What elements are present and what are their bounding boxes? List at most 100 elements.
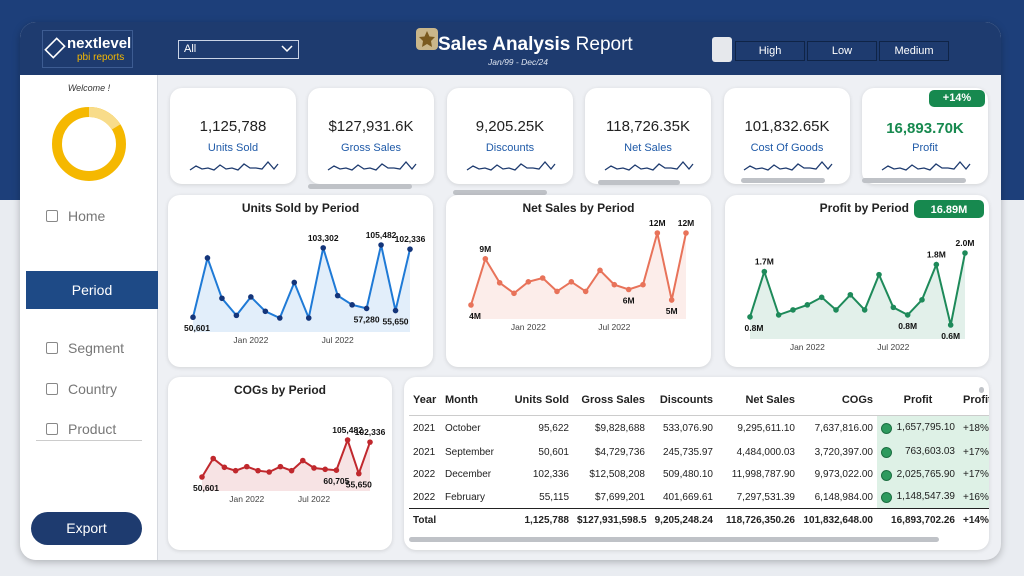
nav-icon — [46, 210, 58, 222]
table-cell: 401,669.61 — [649, 486, 717, 509]
cell-text: 763,603.03 — [904, 446, 955, 458]
table-scrollbar — [409, 537, 939, 542]
total-row: Total 1,125,788 $127,931,598.5 9,205,248.24… — [409, 508, 989, 532]
column-header: Profit — [877, 385, 959, 416]
kpi-value: 118,726.35K — [606, 118, 690, 135]
value-label: 1.7M — [755, 257, 774, 267]
sparkline — [327, 161, 417, 171]
cell-text: February — [445, 491, 486, 503]
point — [919, 297, 925, 303]
nav-item[interactable]: Segment — [68, 340, 125, 356]
point — [933, 261, 940, 268]
filter-dropdown[interactable]: All — [178, 40, 299, 59]
table-cell: $4,729,736 — [573, 441, 649, 464]
table-head: Year Month Units Sold Gross Sales Discounts N… — [409, 385, 989, 416]
value-label: 55,650 — [346, 480, 372, 490]
value-label: 103,302 — [308, 233, 339, 243]
table-cell: +17% — [959, 463, 989, 486]
nav-item[interactable]: Product — [68, 421, 117, 437]
point — [288, 467, 295, 474]
cell-text: $7,699,201 — [594, 491, 645, 503]
table-cell: October — [441, 415, 503, 441]
level-button[interactable]: High — [735, 41, 805, 61]
kpi-card: 9,205.25K Discounts — [447, 88, 573, 184]
nav-icon — [46, 342, 58, 354]
value-label: 105,482 — [332, 425, 363, 435]
level-button[interactable]: Low — [807, 41, 877, 61]
scrollbar — [308, 184, 412, 189]
value-label: 102,336 — [355, 427, 386, 437]
table-cell: 763,603.03 — [877, 441, 959, 464]
chart-title: Units Sold by Period — [242, 201, 359, 215]
point — [291, 279, 298, 286]
point — [818, 294, 825, 301]
title-light: Report — [575, 34, 633, 55]
point — [525, 279, 532, 285]
kpi-value: 101,832.65K — [744, 118, 830, 135]
scrollbar — [598, 180, 680, 185]
point — [554, 288, 560, 295]
logo: nextlevel pbi reports — [42, 30, 133, 68]
cell-text: 4,484,000.03 — [736, 446, 795, 458]
total-cell: +14% — [963, 514, 989, 526]
table-cell: 2021 — [409, 441, 441, 464]
kpi-label: Cost Of Goods — [750, 142, 824, 154]
chart-title: Profit by Period — [820, 201, 909, 215]
table-cell: 2022 — [409, 486, 441, 509]
line-chart: Profit by Period 16.89M 0.8M 1.7M Jan 2022 Ju… — [745, 200, 984, 352]
filter-value: All — [184, 43, 197, 55]
sparkline — [466, 161, 556, 171]
cell-text: September — [445, 446, 494, 458]
total-cell: 101,832,648.00 — [803, 514, 873, 526]
scrollbar — [862, 178, 966, 183]
point — [233, 312, 240, 319]
cell-text: 6,148,984.00 — [814, 491, 873, 503]
line — [470, 232, 687, 306]
cell-text: 2022 — [413, 469, 436, 481]
table-cell: 1,657,795.10 — [877, 415, 959, 441]
value-label: 12M — [649, 218, 666, 228]
point — [468, 302, 474, 308]
nav-item[interactable]: Period — [26, 271, 158, 309]
nav-item[interactable]: Home — [68, 208, 106, 224]
value-label: 4M — [469, 311, 481, 321]
sparkline — [743, 161, 833, 171]
nav-item[interactable]: Country — [68, 381, 118, 397]
table-cell: +18% — [959, 415, 989, 441]
level-button[interactable]: Medium — [879, 41, 949, 61]
cell-text: 11,998,787.90 — [731, 469, 795, 481]
total-cell: 1,125,788 — [524, 514, 570, 526]
total-cell: $127,931,598.5 — [577, 514, 647, 526]
cell-text: 509,480.10 — [662, 469, 713, 481]
export-button[interactable]: Export — [31, 512, 142, 545]
table-cell: 2,025,765.90 — [877, 463, 959, 486]
title-icon — [416, 28, 438, 50]
nav-icon — [46, 383, 58, 395]
point — [640, 281, 646, 288]
cell-text: December — [445, 469, 492, 481]
point — [255, 467, 261, 474]
point — [890, 304, 897, 311]
table-cell: December — [441, 464, 503, 487]
point — [947, 322, 954, 328]
column-header: Discounts — [649, 385, 717, 416]
point — [962, 250, 968, 256]
point — [221, 464, 228, 471]
line — [192, 244, 411, 322]
logo-bottom: pbi reports — [77, 52, 125, 63]
x-tick-label: Jul 2022 — [322, 335, 354, 345]
point — [407, 246, 413, 252]
cell-text: October — [445, 422, 481, 434]
dropdown-arrow — [281, 45, 293, 53]
total-cell: 16,893,702.26 — [891, 514, 955, 526]
point — [904, 312, 911, 318]
value-label: 12M — [678, 218, 695, 228]
table-cell: $9,828,688 — [573, 415, 649, 441]
value-label: 0.8M — [745, 323, 764, 333]
chart-card: Units Sold by Period 50,601 Jan 2022 103,30… — [168, 195, 433, 367]
point — [232, 467, 239, 474]
logo-icon — [44, 37, 66, 59]
line-chart: COGs by Period 50,601 Jan 2022 Jul 2022 60,7… — [193, 383, 386, 504]
chart-badge-bg — [914, 200, 984, 218]
table-cell: 55,115 — [503, 486, 573, 509]
